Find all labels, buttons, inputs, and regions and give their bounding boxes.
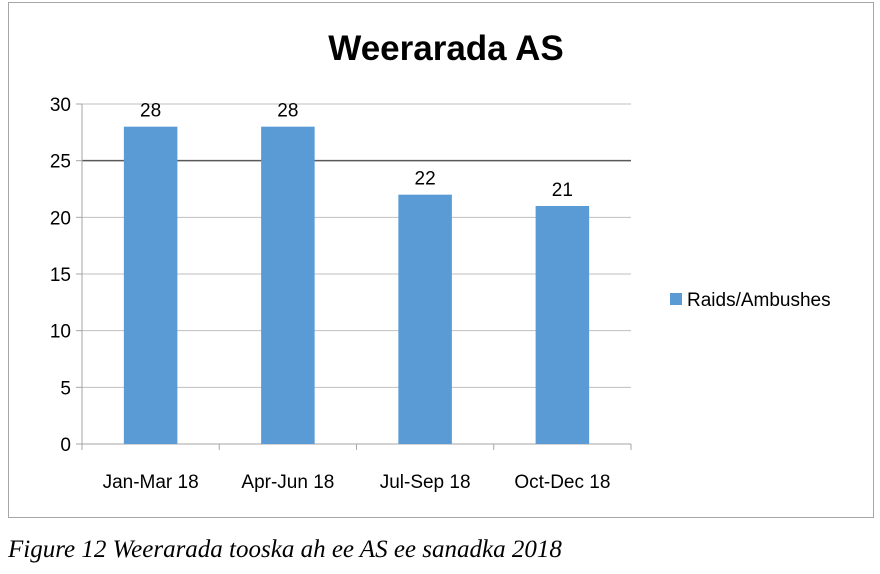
y-tick-label: 15	[50, 265, 71, 286]
legend-swatch	[670, 293, 682, 305]
bar-chart: Weerarada AS 28 28 22 21 0 5 10 15 20 25 30 Jan-M…	[50, 29, 831, 493]
y-tick-label: 30	[50, 95, 71, 116]
bars	[123, 126, 590, 445]
x-tick-label: Apr-Jun 18	[241, 472, 334, 493]
figure-caption: Figure 12 Weerarada tooska ah ee AS ee s…	[8, 536, 562, 563]
legend-entry-label: Raids/Ambushes	[687, 290, 831, 311]
y-tick-label: 25	[50, 152, 71, 173]
x-tick-label: Jan-Mar 18	[103, 472, 199, 493]
bar	[535, 206, 590, 444]
data-label: 22	[415, 169, 436, 190]
bar	[123, 126, 178, 445]
y-tick-label: 5	[60, 378, 71, 399]
chart-title: Weerarada AS	[328, 29, 563, 68]
data-label: 21	[552, 180, 573, 201]
x-tick-label: Jul-Sep 18	[380, 472, 471, 493]
data-label: 28	[140, 101, 161, 122]
data-label: 28	[277, 101, 298, 122]
y-tick-label: 10	[50, 322, 71, 343]
x-tick-label: Oct-Dec 18	[514, 472, 610, 493]
legend: Raids/Ambushes	[670, 290, 831, 311]
chart-frame: Weerarada AS 28 28 22 21 0 5 10 15 20 25 30 Jan-M…	[8, 2, 874, 518]
y-axis-ticks: 0 5 10 15 20 25 30	[50, 95, 71, 456]
data-labels: 28 28 22 21	[140, 101, 573, 201]
y-tick-label: 20	[50, 208, 71, 229]
bar	[261, 126, 315, 445]
bar	[398, 194, 452, 444]
x-axis-ticks: Jan-Mar 18 Apr-Jun 18 Jul-Sep 18 Oct-Dec 18	[103, 472, 611, 493]
y-tick-label: 0	[60, 435, 71, 456]
